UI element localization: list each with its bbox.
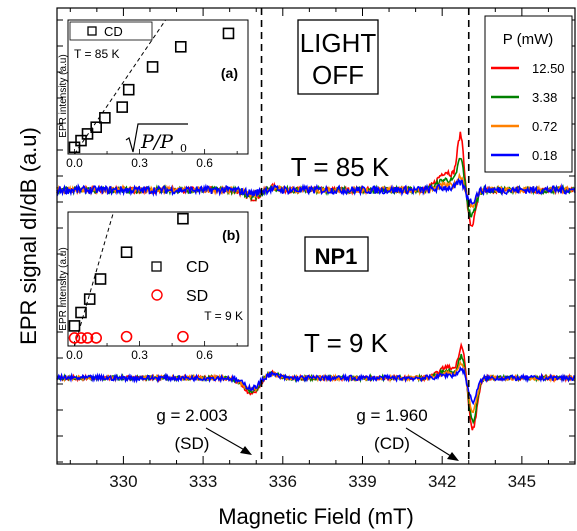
y-ticks	[57, 19, 575, 463]
inset-b-legend-sd-marker	[151, 289, 163, 301]
inset-a-tick-label: 0.0	[66, 156, 83, 170]
legend-label: 3.38	[532, 90, 557, 105]
inset-b-cd-point	[120, 246, 133, 258]
light-off-line1: LIGHT	[300, 28, 377, 58]
inset-a-xlabel-sub: 0	[180, 142, 187, 155]
inset-b-legend-cd-marker	[151, 261, 162, 272]
inset-a-cd-point	[68, 141, 81, 154]
inset-a-tick-label: 0.6	[196, 156, 213, 170]
power-legend-box	[484, 15, 573, 173]
inset-b-sd-point	[120, 330, 133, 343]
inset-a-cd-point	[116, 101, 129, 113]
inset-a-temp: T = 85 K	[74, 47, 119, 61]
sd-arrow	[205, 427, 249, 453]
inset-a-cd-point	[99, 112, 111, 124]
spectra-group	[56, 131, 576, 431]
inset-b-sd-point	[75, 332, 87, 344]
x-tick-label: 333	[189, 472, 217, 491]
inset-b-sd-point	[90, 332, 102, 344]
cd-arrowhead	[447, 452, 459, 461]
inset-a: 0.0 0.3 0.6 (a) CD T = 85 K EPR intensity …	[58, 19, 249, 170]
inset-b-ylabel: EPR intensity (a.u)	[58, 247, 69, 330]
inset-a-cd-point	[222, 27, 235, 40]
spectrum-9k-1	[56, 353, 576, 425]
inset-b-frame	[67, 211, 249, 347]
inset-b-legend-cd: CD	[186, 259, 209, 276]
inset-b-label: (b)	[222, 227, 240, 243]
inset-b-cd-point	[177, 212, 189, 225]
legend-label: 0.18	[532, 148, 557, 163]
dashed-lines	[260, 8, 470, 464]
inset-a-legend-cd: CD	[104, 24, 123, 39]
legend-label: 0.72	[532, 119, 557, 134]
inset-a-tick-label: 0.3	[131, 156, 148, 170]
temp-9-label: T = 9 K	[304, 328, 389, 358]
g-cd-label: g = 1.960	[356, 406, 427, 425]
sample-box	[304, 236, 369, 272]
inset-a-ylabel: EPR intensity (a.u)	[58, 54, 69, 137]
inset-a-cd-point	[90, 121, 102, 133]
legend-label: 12.50	[532, 61, 565, 76]
inset-a-cd-point	[174, 40, 187, 53]
spectrum-9k-3	[56, 365, 576, 406]
inset-a-cd-point	[122, 83, 135, 96]
inset-b-sd-point	[177, 330, 189, 343]
x-tick-label: 330	[109, 472, 137, 491]
inset-b-sd-point	[81, 332, 94, 344]
inset-b-cd-point	[68, 320, 81, 332]
power-legend-entries: 12.50 3.38 0.72 0.18	[491, 61, 565, 163]
inset-b-dashed-line	[74, 211, 115, 347]
light-off-box	[297, 19, 379, 95]
x-ticks: 330 333 336 339 342 345	[69, 8, 549, 491]
inset-b-tick-label: 0.3	[131, 348, 148, 362]
plot-frame	[56, 7, 576, 465]
inset-b-cd-point	[75, 306, 87, 319]
inset-a-cd-point	[81, 128, 94, 140]
cd-label: (CD)	[374, 434, 410, 453]
inset-b: 0.0 0.3 0.6 (b) CD SD T = 9 K EPR intensit…	[58, 211, 249, 362]
temp-85-label: T = 85 K	[291, 152, 390, 182]
y-axis-label: EPR signal dI/dB (a.u)	[16, 127, 41, 345]
sample-label: NP1	[315, 244, 358, 269]
inset-a-content: 0.0 0.3 0.6	[66, 19, 238, 170]
sd-arrowhead	[240, 446, 252, 455]
x-tick-label: 339	[348, 472, 376, 491]
x-tick-label: 342	[428, 472, 456, 491]
inset-a-dashed-line	[74, 19, 167, 155]
inset-b-cd-point	[94, 273, 107, 285]
light-off-line2: OFF	[312, 60, 364, 90]
inset-b-temp: T = 9 K	[204, 309, 243, 323]
inset-a-legend-marker	[87, 26, 97, 36]
inset-b-legend-sd: SD	[186, 288, 208, 305]
inset-b-sd-point	[68, 332, 81, 344]
inset-a-cd-point	[146, 61, 159, 73]
inset-b-cd-point	[83, 293, 96, 305]
spectrum-9k-2	[56, 360, 576, 414]
x-tick-label: 345	[508, 472, 536, 491]
inset-b-content: 0.0 0.3 0.6	[66, 211, 238, 362]
cd-arrow	[405, 427, 455, 459]
x-axis-label: Magnetic Field (mT)	[218, 504, 414, 529]
inset-a-cd-point	[75, 134, 87, 147]
sd-label: (SD)	[175, 434, 210, 453]
inset-b-tick-label: 0.0	[66, 348, 83, 362]
x-tick-label: 336	[269, 472, 297, 491]
inset-a-xlabel-text: P/P	[140, 131, 174, 153]
power-legend-title: P (mW)	[503, 31, 554, 48]
inset-a-xlabel: P/P 0	[125, 123, 188, 155]
g-sd-label: g = 2.003	[156, 406, 227, 425]
spectrum-85k-3	[56, 177, 576, 206]
inset-a-label: (a)	[221, 65, 238, 81]
inset-b-tick-label: 0.6	[196, 348, 213, 362]
